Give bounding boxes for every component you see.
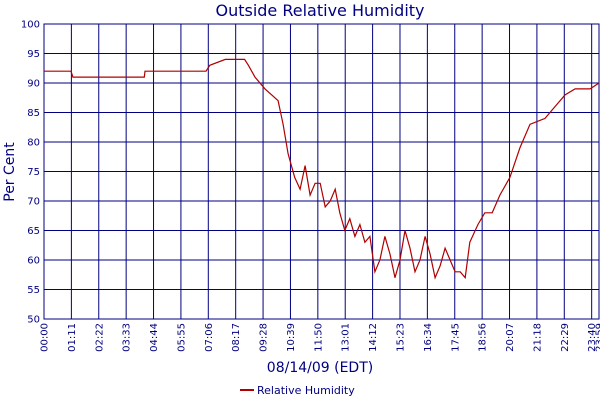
y-tick-label: 70 [27,197,40,208]
x-tick-label: 05:55 [176,323,187,352]
x-tick-label: 22:29 [560,323,571,352]
data-line [44,58,600,280]
x-tick-label: 17:45 [450,323,461,352]
x-tick-label: 01:11 [67,323,78,352]
x-tick-label: 04:44 [149,323,160,352]
y-tick-label: 75 [27,167,40,178]
x-tick-label: 11:50 [313,323,324,352]
y-tick-label: 95 [27,49,40,60]
x-tick-label: 18:56 [478,323,489,352]
y-tick-label: 100 [21,20,40,31]
x-axis-label: 08/14/09 (EDT) [267,360,373,376]
x-tick-label: 13:01 [341,323,352,352]
x-tick-label: 23:40 [587,323,598,352]
y-tick-label: 65 [27,226,40,237]
x-tick-label: 03:33 [122,323,133,352]
x-tick-label: 15:23 [395,323,406,352]
y-tick-label: 55 [27,285,40,296]
x-tick-label: 07:06 [204,323,215,352]
x-tick-label: 09:28 [259,323,270,352]
y-tick-label: 90 [27,79,40,90]
x-tick-label: 14:12 [368,323,379,352]
x-tick-label: 10:39 [286,323,297,352]
x-tick-label: 02:22 [94,323,105,352]
y-tick-label: 85 [27,108,40,119]
legend-label: Relative Humidity [257,384,355,397]
x-tick-label: 08:17 [231,323,242,352]
y-axis-label: Per Cent [2,142,18,202]
x-tick-label: 20:07 [505,323,516,352]
x-tick-label: 00:00 [40,323,51,352]
x-tick-label: 16:34 [423,323,434,352]
y-tick-label: 60 [27,256,40,267]
chart-title: Outside Relative Humidity [215,1,424,20]
x-tick-label: 23:59 [595,323,600,352]
y-tick-label: 50 [27,315,40,326]
y-tick-label: 80 [27,138,40,149]
x-tick-label: 21:18 [532,323,543,352]
